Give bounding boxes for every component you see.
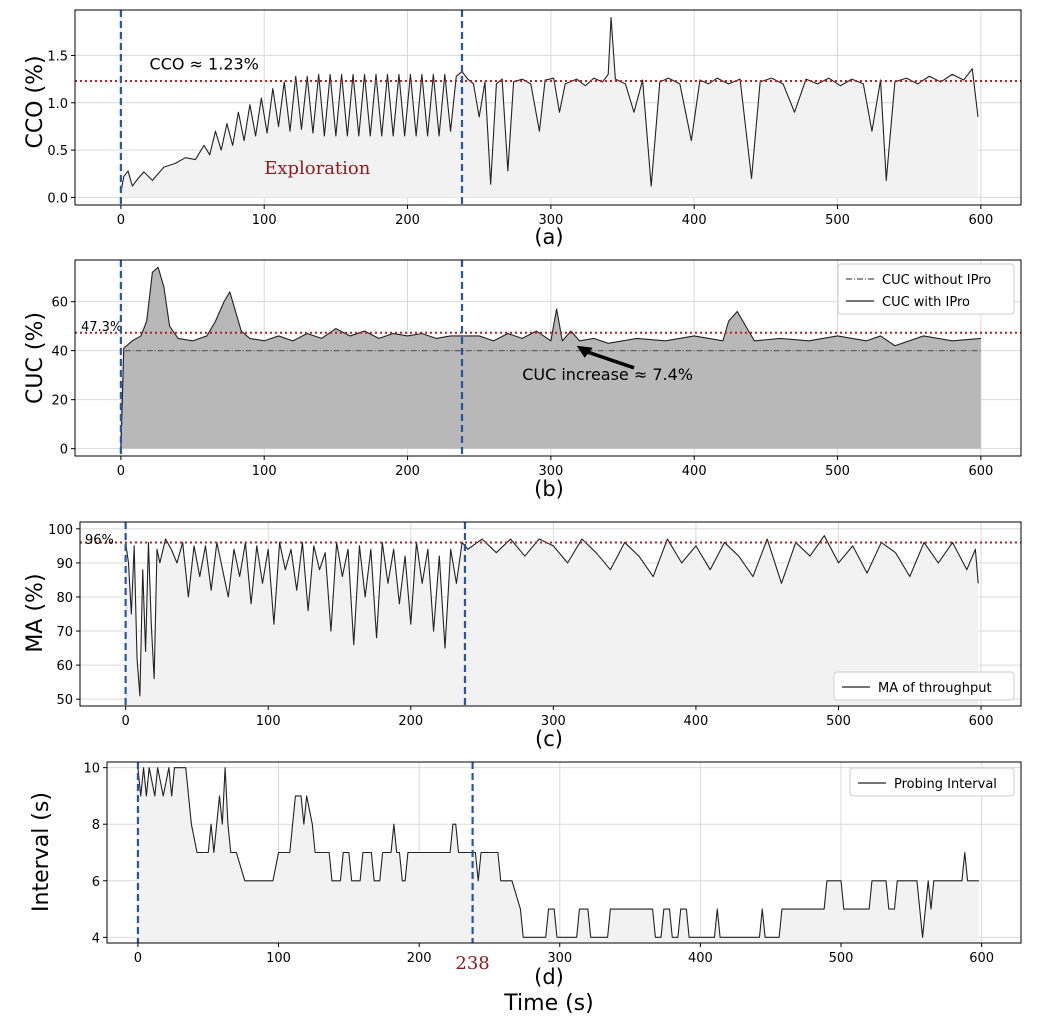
legend-box bbox=[849, 767, 1015, 797]
ref-line-label-b: 47.3% bbox=[81, 320, 122, 335]
y-tick-label: 20 bbox=[51, 394, 68, 409]
series-line-b-1 bbox=[120, 266, 981, 449]
ref-line-label-c: 96% bbox=[85, 533, 114, 548]
y-tick-label: 50 bbox=[56, 693, 73, 708]
x-tick-label: 500 bbox=[825, 464, 850, 479]
legend-b: CUC without IPro CUC with IPro bbox=[837, 263, 1015, 315]
x-tick-label: 100 bbox=[256, 714, 281, 729]
legend-entry: Probing Interval bbox=[894, 777, 997, 792]
x-tick-label: 0 bbox=[117, 213, 125, 228]
annotation-b-0: CUC increase ≈ 7.4% bbox=[522, 365, 693, 384]
x-tick-label: 400 bbox=[682, 464, 707, 479]
y-axis-label-c: MA (%) bbox=[23, 573, 48, 652]
y-tick-label: 0.0 bbox=[47, 191, 68, 206]
x-tick-label: 0 bbox=[134, 951, 142, 966]
y-tick-label: 0 bbox=[60, 443, 68, 458]
y-tick-label: 40 bbox=[51, 345, 68, 360]
y-tick-label: 1.5 bbox=[47, 49, 68, 64]
axes-frame-d bbox=[106, 761, 1022, 944]
series-fill-b-1 bbox=[120, 267, 981, 449]
vline-label-d: 238 bbox=[455, 953, 489, 974]
x-tick-label: 200 bbox=[398, 714, 423, 729]
y-axis-label-a: CCO (%) bbox=[23, 55, 48, 148]
y-tick-label: 6 bbox=[92, 875, 100, 890]
x-tick-label: 500 bbox=[829, 951, 854, 966]
arrow-head bbox=[576, 345, 593, 358]
x-tick-label: 200 bbox=[395, 213, 420, 228]
legend-box bbox=[837, 263, 1015, 315]
x-tick-label: 300 bbox=[547, 951, 572, 966]
y-axis-label-d: Interval (s) bbox=[29, 792, 54, 912]
legend-entry: CUC with IPro bbox=[882, 295, 970, 310]
x-tick-label: 100 bbox=[252, 464, 277, 479]
x-tick-label: 400 bbox=[688, 951, 713, 966]
axes-frame-b bbox=[74, 259, 1022, 457]
x-tick-label: 200 bbox=[407, 951, 432, 966]
x-tick-label: 0 bbox=[121, 714, 129, 729]
y-tick-label: 60 bbox=[51, 296, 68, 311]
legend-box bbox=[833, 671, 1015, 701]
panel-c: 96% 0 100 200 300 400 500 600 50 60 70 80 90 100 MA (%… bbox=[23, 521, 1022, 751]
legend-entry: CUC without IPro bbox=[882, 273, 991, 288]
y-tick-label: 60 bbox=[56, 659, 73, 674]
annotation-a-0: CCO ≈ 1.23% bbox=[150, 55, 259, 74]
x-tick-label: 600 bbox=[968, 213, 993, 228]
x-tick-label: 200 bbox=[395, 464, 420, 479]
y-axis-label-b: CUC (%) bbox=[23, 312, 48, 404]
subplot-label-d: (d) bbox=[534, 965, 564, 989]
subplot-label-b: (b) bbox=[534, 477, 564, 501]
x-tick-label: 100 bbox=[252, 213, 277, 228]
x-tick-label: 300 bbox=[538, 213, 563, 228]
y-tick-label: 80 bbox=[56, 591, 73, 606]
x-tick-label: 400 bbox=[684, 714, 709, 729]
x-tick-label: 100 bbox=[266, 951, 291, 966]
series-line-c-0 bbox=[125, 535, 979, 697]
y-tick-label: 0.5 bbox=[47, 144, 68, 159]
x-tick-label: 600 bbox=[969, 951, 994, 966]
series-fill-d-0 bbox=[137, 767, 979, 943]
y-tick-label: 90 bbox=[56, 557, 73, 572]
series-fill-a-0 bbox=[120, 17, 978, 198]
x-tick-label: 400 bbox=[682, 213, 707, 228]
x-tick-label: 300 bbox=[541, 714, 566, 729]
legend-c: MA of throughput bbox=[833, 671, 1015, 701]
x-tick-label: 0 bbox=[117, 464, 125, 479]
y-tick-label: 8 bbox=[92, 818, 100, 833]
axes-frame-c bbox=[79, 521, 1022, 707]
x-tick-label: 500 bbox=[825, 213, 850, 228]
panel-d: 0 100 200 300 400 500 600 4 6 8 10 Interval (s) (d) 2… bbox=[29, 761, 1022, 1016]
annotation-a-1: Exploration bbox=[264, 158, 371, 179]
arrow-shaft bbox=[586, 350, 635, 370]
legend-entry: MA of throughput bbox=[878, 681, 992, 696]
series-line-d-0 bbox=[137, 767, 979, 938]
legend-d: Probing Interval bbox=[849, 767, 1015, 797]
x-tick-label: 600 bbox=[968, 464, 993, 479]
x-axis-label-d: Time (s) bbox=[503, 991, 593, 1016]
x-tick-label: 600 bbox=[969, 714, 994, 729]
y-tick-label: 70 bbox=[56, 625, 73, 640]
subplot-label-a: (a) bbox=[534, 225, 563, 249]
y-tick-label: 10 bbox=[83, 762, 100, 777]
y-tick-label: 100 bbox=[48, 523, 73, 538]
series-fill-c-0 bbox=[125, 535, 979, 706]
x-tick-label: 500 bbox=[826, 714, 851, 729]
y-tick-label: 4 bbox=[92, 931, 100, 946]
subplot-label-c: (c) bbox=[535, 727, 563, 751]
x-tick-label: 300 bbox=[538, 464, 563, 479]
y-tick-label: 1.0 bbox=[47, 97, 68, 112]
axes-frame-a bbox=[74, 9, 1022, 206]
